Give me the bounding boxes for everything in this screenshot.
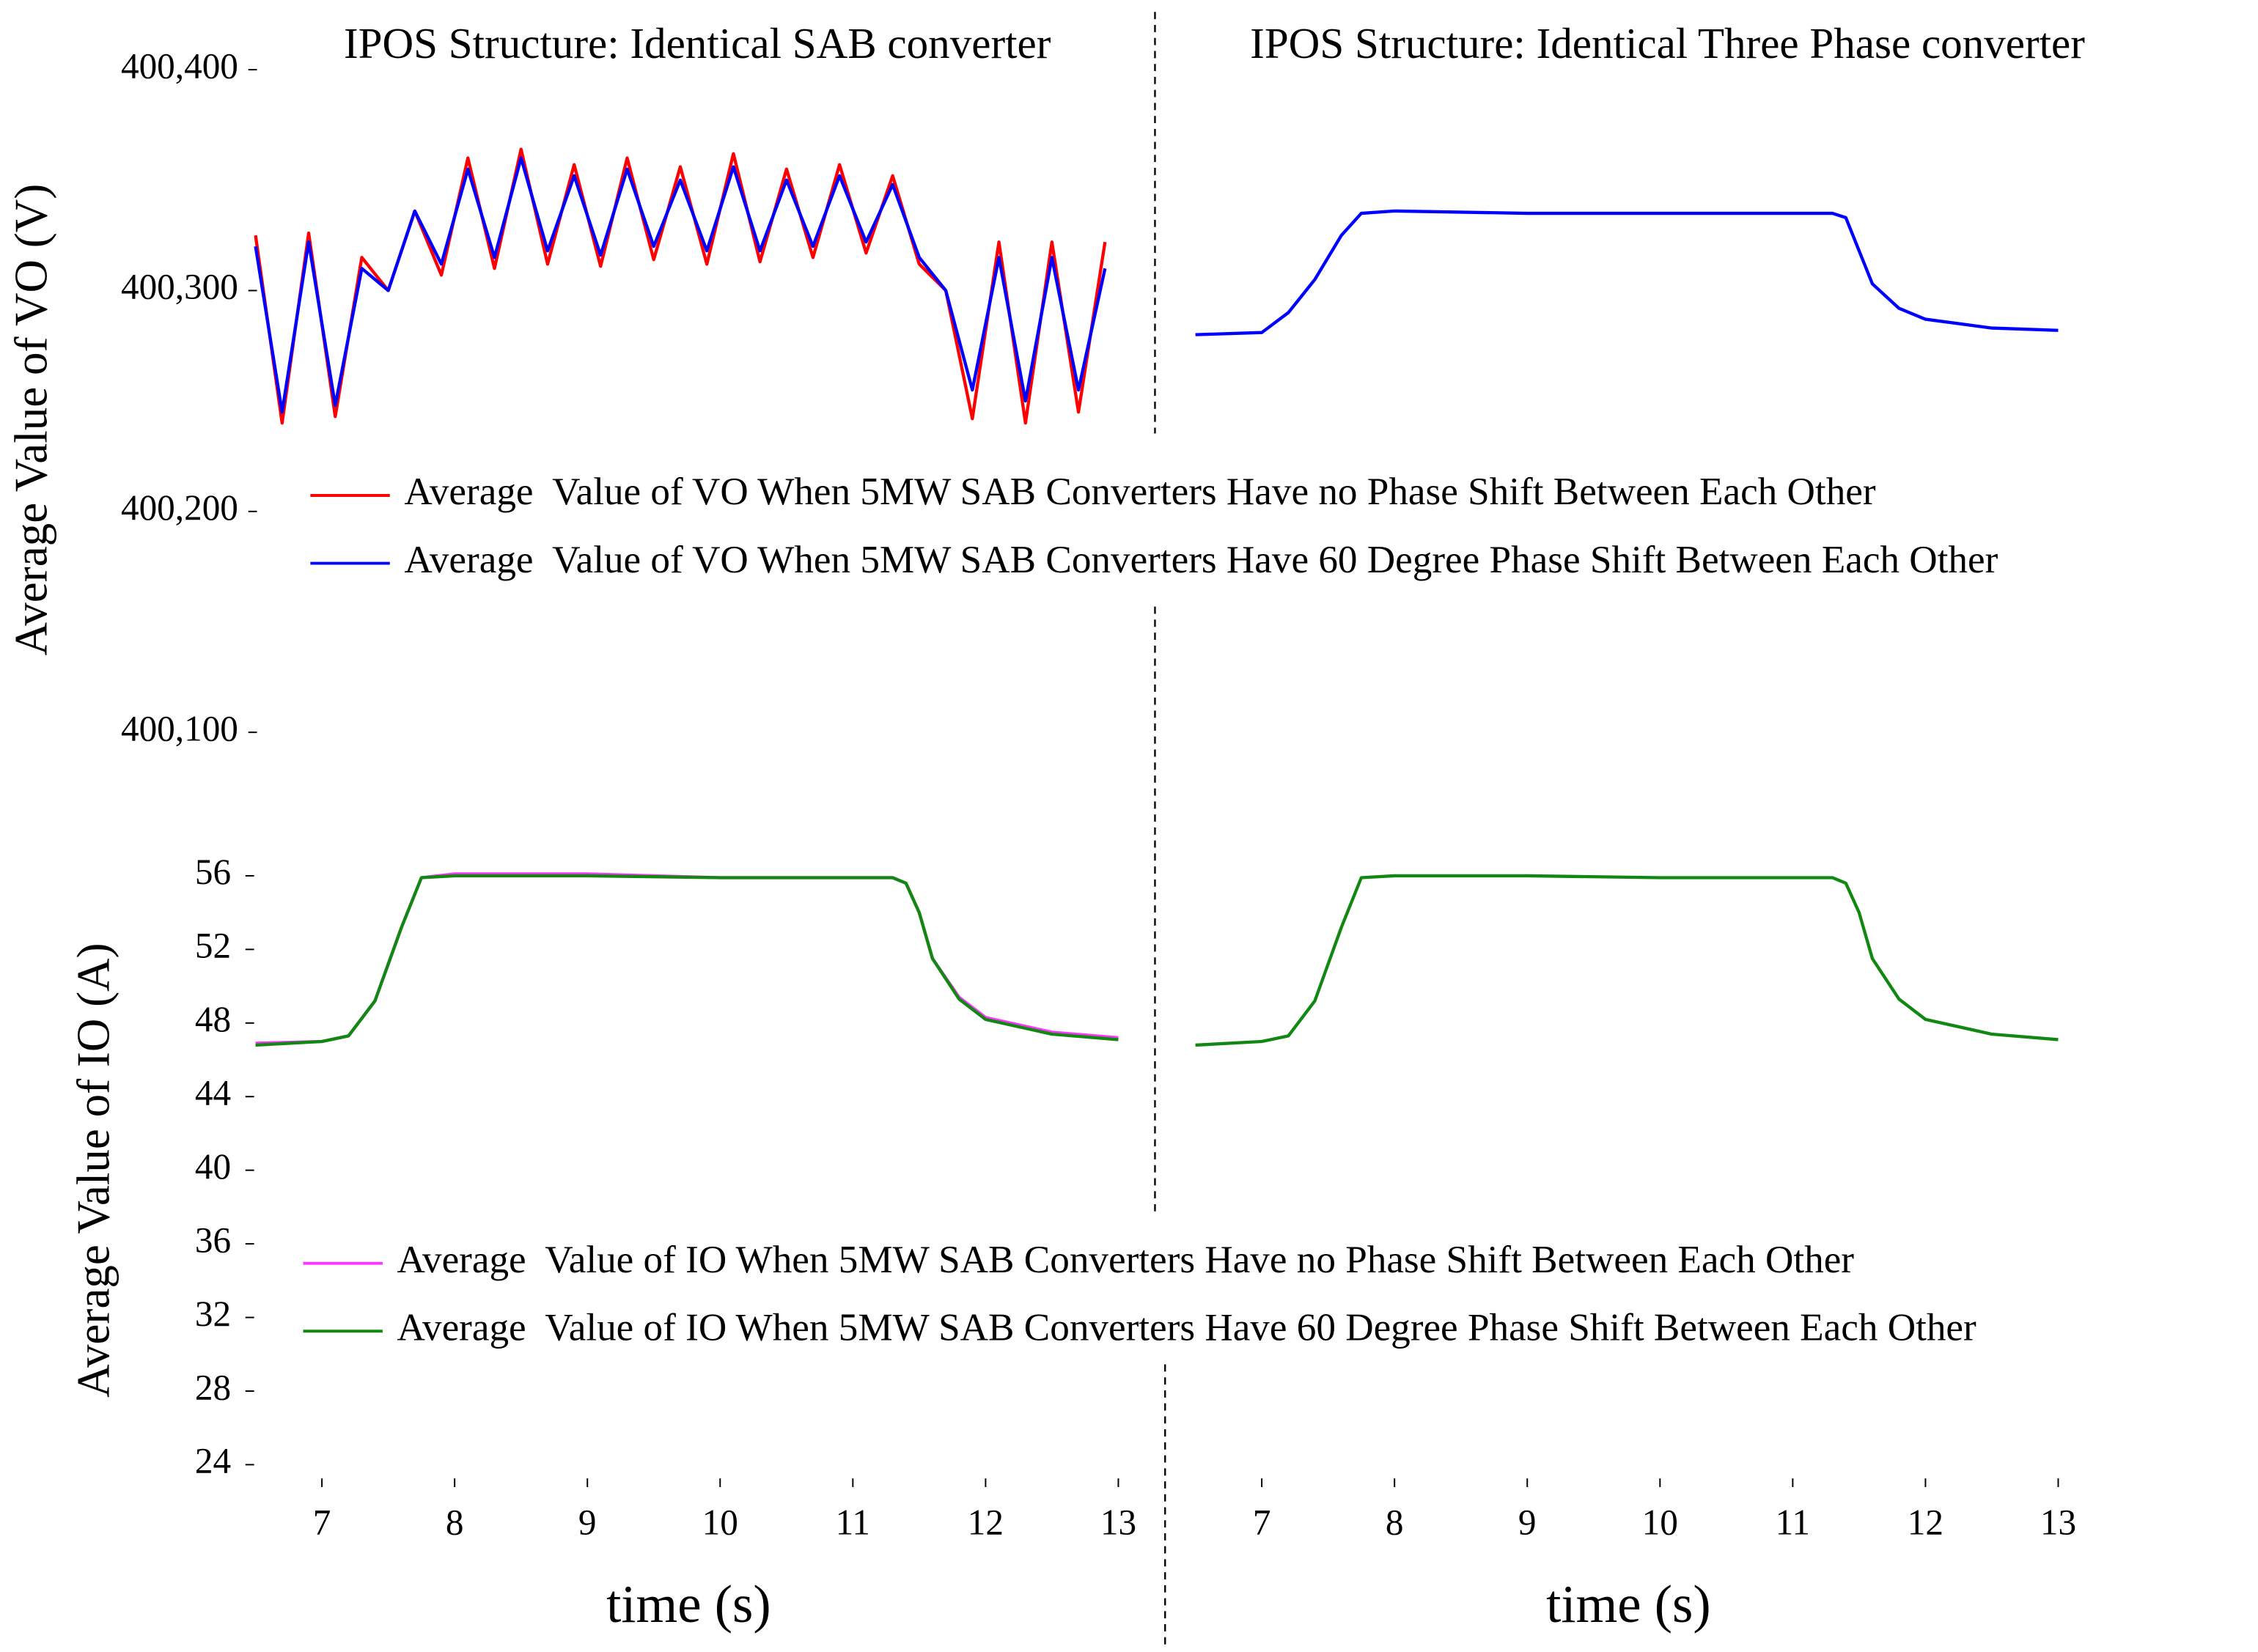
x-tick-label: 7 <box>1253 1502 1271 1542</box>
y-tick-label: 40 <box>195 1146 231 1187</box>
legend-label: Average Value of IO When 5MW SAB Convert… <box>397 1305 1976 1349</box>
x-axis-label: time (s) <box>1546 1574 1711 1634</box>
series-line <box>1195 874 2059 1047</box>
x-tick-label: 8 <box>446 1502 464 1542</box>
x-tick-label: 8 <box>1386 1502 1404 1542</box>
x-tick-label: 9 <box>1518 1502 1537 1542</box>
x-tick-label: 12 <box>1908 1502 1943 1542</box>
series-line <box>1195 209 2059 336</box>
y-axis-label: Average Value of VO (V) <box>6 184 57 656</box>
x-axis-label: time (s) <box>606 1574 771 1634</box>
legend-label: Average Value of VO When 5MW SAB Convert… <box>404 538 1998 581</box>
x-tick-label: 10 <box>1642 1502 1678 1542</box>
y-tick-label: 400,400 <box>121 45 238 86</box>
y-tick-label: 32 <box>195 1294 231 1334</box>
legend-label: Average Value of VO When 5MW SAB Convert… <box>404 470 1875 513</box>
legend-label: Average Value of IO When 5MW SAB Convert… <box>397 1238 1855 1281</box>
y-tick-label: 400,100 <box>121 708 238 748</box>
y-tick-label: 400,300 <box>121 267 238 307</box>
x-tick-label: 9 <box>578 1502 597 1542</box>
y-tick-label: 56 <box>195 852 231 892</box>
series-line <box>255 874 1119 1047</box>
chart-title: IPOS Structure: Identical SAB converter <box>344 19 1051 67</box>
x-tick-label: 13 <box>2040 1502 2076 1542</box>
y-tick-label: 36 <box>195 1220 231 1260</box>
y-tick-label: 52 <box>195 926 231 966</box>
x-tick-label: 11 <box>1776 1502 1810 1542</box>
series-line <box>255 872 1119 1045</box>
x-tick-label: 12 <box>968 1502 1004 1542</box>
y-tick-label: 28 <box>195 1367 231 1407</box>
x-tick-label: 13 <box>1100 1502 1136 1542</box>
y-axis-label: Average Value of IO (A) <box>67 943 119 1397</box>
x-tick-label: 10 <box>702 1502 738 1542</box>
chart-title: IPOS Structure: Identical Three Phase co… <box>1250 19 2085 67</box>
x-tick-label: 11 <box>836 1502 870 1542</box>
y-tick-label: 24 <box>195 1441 231 1481</box>
series-line <box>254 156 1107 414</box>
y-tick-label: 44 <box>195 1073 231 1113</box>
y-tick-label: 400,200 <box>121 487 238 528</box>
x-tick-label: 7 <box>313 1502 331 1542</box>
y-tick-label: 48 <box>195 999 231 1039</box>
